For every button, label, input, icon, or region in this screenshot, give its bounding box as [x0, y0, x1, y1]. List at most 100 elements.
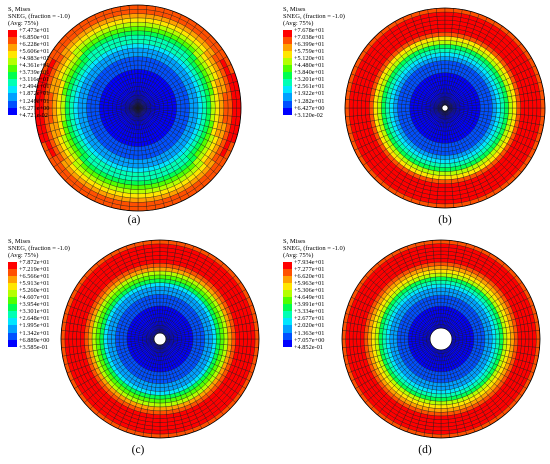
- mesh-element: [154, 274, 161, 280]
- mesh-element: [208, 334, 213, 340]
- legend-row: +1.872e+01: [8, 90, 70, 101]
- mesh-element: [142, 338, 147, 341]
- mesh-element: [219, 338, 225, 345]
- mesh-element: [131, 69, 136, 75]
- mesh-element: [137, 34, 145, 40]
- mesh-element: [77, 112, 84, 119]
- mesh-element: [180, 103, 186, 109]
- legend-swatch: [8, 36, 17, 44]
- mesh-element: [479, 100, 485, 106]
- mesh-element: [435, 52, 441, 58]
- mesh-element: [219, 107, 225, 116]
- mesh-element: [532, 99, 538, 109]
- mesh-element: [137, 133, 141, 139]
- panel-c: S, Mises SNEG, (fraction = -1.0) (Avg: 7…: [0, 232, 275, 464]
- mesh-element: [122, 338, 128, 343]
- legend-swatch: [283, 100, 292, 108]
- mesh-element: [132, 52, 139, 57]
- mesh-element: [444, 143, 449, 148]
- mesh-element: [401, 107, 406, 112]
- mesh-element: [137, 137, 142, 143]
- mesh-element: [159, 270, 167, 276]
- legend-swatch: [8, 86, 17, 94]
- mesh-element: [236, 98, 242, 109]
- mesh-element: [159, 259, 168, 264]
- color-scale-b: +7.678e+01 +7.038e+01 +6.399e+01 +5.759e+01…: [283, 27, 345, 122]
- mesh-element: [133, 154, 139, 160]
- mesh-element: [440, 56, 446, 61]
- mesh-element: [122, 335, 128, 340]
- legend-value: +4.721e-02: [19, 111, 48, 119]
- mesh-element: [86, 107, 92, 113]
- mesh-element: [508, 107, 513, 115]
- mesh-element: [158, 321, 161, 326]
- legend-row: +1.282e+01: [283, 97, 345, 108]
- legend-swatch: [283, 93, 292, 101]
- mesh-element: [441, 72, 446, 78]
- legend-value: +6.228e+01: [19, 40, 50, 48]
- legend-value: +6.271e+00: [19, 104, 50, 112]
- mesh-element: [438, 40, 446, 45]
- mesh-element: [107, 107, 113, 111]
- mesh-element: [436, 15, 446, 21]
- legend-row: +6.850e+01: [8, 34, 70, 44]
- legend-row: +7.678e+01: [283, 27, 345, 37]
- mesh-element: [137, 167, 144, 173]
- mesh-element: [153, 301, 158, 307]
- mesh-element: [393, 103, 398, 109]
- legend-swatch: [8, 29, 17, 37]
- mesh-element: [141, 150, 147, 156]
- mesh-element: [150, 106, 156, 109]
- mesh-element: [111, 334, 116, 340]
- mesh-element: [447, 142, 453, 148]
- mesh-element: [444, 56, 450, 61]
- mesh-element: [439, 52, 446, 57]
- mesh-element: [129, 201, 139, 207]
- mesh-element: [439, 159, 446, 164]
- legend-swatch: [8, 57, 17, 66]
- legend-value: +1.282e+01: [294, 97, 325, 105]
- mesh-element: [192, 97, 199, 104]
- legend-value: +3.840e+01: [294, 69, 325, 77]
- mesh-element: [352, 107, 358, 117]
- mesh-element: [405, 110, 411, 116]
- mesh-element: [444, 151, 450, 156]
- mesh-element: [516, 101, 521, 109]
- legend-row: +1.922e+01: [283, 90, 345, 101]
- mesh-element: [154, 282, 161, 287]
- mesh-element: [214, 100, 220, 109]
- mesh-element: [129, 197, 139, 203]
- mesh-element: [103, 333, 108, 340]
- mesh-element: [103, 110, 109, 115]
- legend-value: +2.561e+01: [294, 83, 325, 91]
- caption-a: (a): [127, 214, 141, 226]
- mesh-element: [163, 375, 168, 380]
- mesh-element: [159, 352, 162, 357]
- mesh-element: [440, 151, 446, 156]
- mesh-element: [444, 191, 453, 197]
- mesh-element: [215, 338, 221, 345]
- mesh-element: [153, 270, 161, 276]
- mesh-element: [231, 107, 237, 117]
- mesh-element: [475, 101, 481, 106]
- mesh-element: [171, 101, 177, 106]
- mesh-cells: [60, 239, 260, 439]
- mesh-element: [451, 106, 457, 109]
- mesh-element: [356, 100, 362, 109]
- mesh-element: [159, 367, 164, 373]
- mesh-element: [132, 163, 139, 169]
- mesh-element: [107, 343, 113, 349]
- mesh-element: [159, 375, 164, 381]
- mesh-element: [130, 26, 139, 32]
- mesh-element: [137, 47, 144, 53]
- legend-swatch: [8, 100, 17, 108]
- legend-row: +6.228e+01: [8, 40, 70, 51]
- mesh-element: [157, 317, 161, 322]
- mesh-element: [134, 142, 139, 147]
- mesh-element: [223, 107, 229, 117]
- mesh-element: [442, 76, 446, 82]
- mesh-element: [184, 103, 190, 109]
- mesh-element: [156, 305, 161, 311]
- mesh-element: [480, 104, 485, 109]
- legend-row: +7.038e+01: [283, 34, 345, 44]
